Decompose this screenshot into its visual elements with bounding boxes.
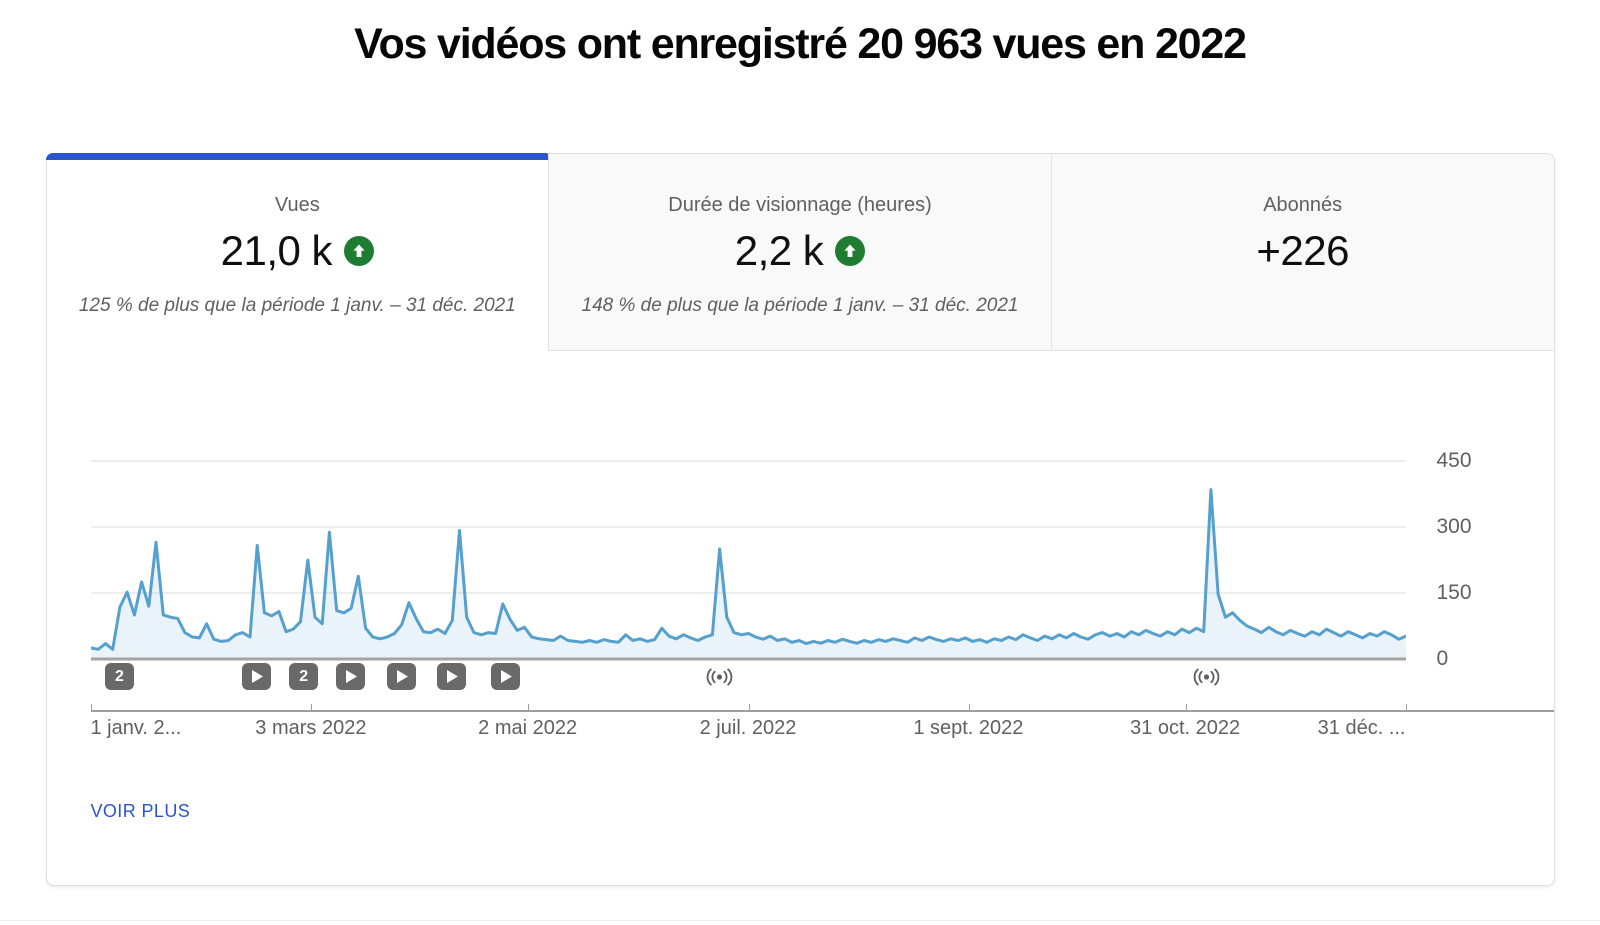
video-published-marker[interactable]: [386, 663, 416, 690]
tab-views-label: Vues: [274, 194, 320, 216]
tab-watch-time-label: Durée de visionnage (heures): [668, 194, 932, 216]
tab-views[interactable]: Vues 21,0 k 125 % de plus que la période…: [45, 153, 549, 351]
y-axis-label: 300: [1436, 515, 1472, 538]
video-count-marker[interactable]: 2: [104, 663, 134, 690]
video-published-marker[interactable]: [242, 663, 272, 690]
tab-watch-time-value: 2,2 k: [734, 227, 824, 274]
see-more-link[interactable]: VOIR PLUS: [90, 801, 191, 821]
y-axis-label: 150: [1436, 581, 1472, 604]
live-stream-marker[interactable]: [705, 663, 734, 690]
chart-plot: [90, 460, 1406, 661]
trend-up-icon: [344, 236, 375, 266]
x-axis-label: 2 mai 2022: [478, 717, 578, 739]
x-axis-tick: [310, 704, 312, 710]
metric-tabs: Vues 21,0 k 125 % de plus que la période…: [45, 153, 1554, 351]
y-axis-label: 450: [1436, 449, 1472, 472]
y-axis-label: 0: [1436, 647, 1449, 670]
active-tab-indicator: [45, 153, 549, 160]
x-axis-tick: [1185, 704, 1187, 710]
live-stream-marker[interactable]: [1192, 663, 1221, 690]
tab-subscribers[interactable]: Abonnés +226: [1050, 154, 1554, 351]
x-axis-label: 2 juil. 2022: [699, 717, 797, 739]
x-axis-label: 1 janv. 2...: [90, 717, 182, 739]
tab-views-comparison: 125 % de plus que la période 1 janv. – 3…: [78, 295, 516, 316]
x-axis-tick: [527, 704, 529, 710]
tab-watch-time-comparison: 148 % de plus que la période 1 janv. – 3…: [581, 295, 1019, 316]
x-axis-tick: [748, 704, 750, 710]
x-axis-label: 3 mars 2022: [255, 717, 367, 739]
trend-up-icon: [835, 236, 866, 266]
views-chart: 0 150 300 450 2 2 1 janv. 2... 3 mars 2022 2 m…: [47, 351, 1554, 885]
video-published-marker[interactable]: [336, 663, 366, 690]
x-axis-tick: [968, 704, 970, 710]
x-axis-label: 31 oct. 2022: [1130, 717, 1241, 739]
x-axis-tick: [1405, 704, 1407, 710]
video-published-marker[interactable]: [437, 663, 467, 690]
tab-watch-time[interactable]: Durée de visionnage (heures) 2,2 k 148 %…: [548, 154, 1051, 351]
x-axis-line: [90, 710, 1554, 712]
video-published-marker[interactable]: [491, 663, 521, 690]
page-divider: [0, 920, 1600, 921]
tab-views-value: 21,0 k: [220, 227, 333, 274]
tab-subscribers-label: Abonnés: [1263, 194, 1343, 216]
x-axis-tick: [90, 704, 92, 710]
x-axis-label: 1 sept. 2022: [913, 717, 1024, 739]
page-title: Vos vidéos ont enregistré 20 963 vues en…: [354, 20, 1247, 68]
tab-subscribers-value: +226: [1256, 227, 1349, 274]
analytics-card: Vues 21,0 k 125 % de plus que la période…: [45, 153, 1555, 886]
video-count-marker[interactable]: 2: [289, 663, 319, 690]
x-axis-label: 31 déc. ...: [1317, 717, 1406, 739]
